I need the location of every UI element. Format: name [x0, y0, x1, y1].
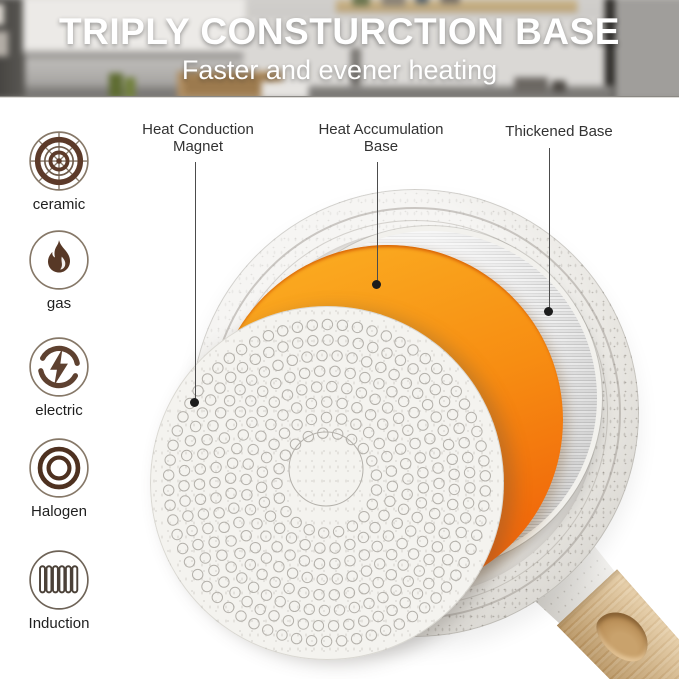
callout-heat-accumulation-base: Heat Accumulation Base	[303, 121, 459, 155]
callout-heat-conduction-magnet: Heat Conduction Magnet	[120, 121, 276, 155]
photo-blob	[109, 73, 123, 96]
leader-line-accumulation	[377, 162, 378, 285]
gas-flame-icon	[29, 230, 89, 290]
magnet-center-blob	[288, 431, 364, 507]
hob-label: Halogen	[31, 503, 87, 520]
hob-item-gas: gas	[8, 227, 110, 312]
leader-dot-thickened	[544, 307, 553, 316]
hob-item-halogen: Halogen	[8, 435, 110, 520]
callout-label-line: Magnet	[172, 138, 224, 156]
photo-blob	[382, 0, 406, 7]
hob-label: ceramic	[32, 196, 86, 213]
photo-blob	[124, 77, 136, 96]
photo-countertop	[25, 85, 614, 96]
callout-label-line: Thickened Base	[505, 123, 613, 140]
leader-line-thickened	[549, 148, 550, 312]
banner: TRIPLY CONSTURCTION BASE Faster and even…	[0, 0, 679, 96]
photo-blob	[350, 48, 362, 86]
photo-blob	[514, 77, 548, 93]
hob-item-induction: Induction	[8, 547, 110, 632]
banner-subtitle: Faster and evener heating	[181, 55, 498, 85]
photo-blob	[261, 81, 309, 96]
banner-title: TRIPLY CONSTURCTION BASE	[59, 11, 620, 52]
photo-blob	[415, 0, 429, 4]
dotted-magnet-disc	[150, 306, 504, 660]
handle-thumb-notch	[588, 602, 658, 670]
photo-blob	[184, 75, 275, 95]
leader-dot-accumulation	[372, 280, 381, 289]
callout-label-line: Base	[363, 138, 399, 156]
callout-thickened-base: Thickened Base	[480, 123, 638, 140]
induction-coil-icon	[29, 550, 89, 610]
photo-blob	[22, 50, 246, 59]
photo-blob	[440, 0, 460, 4]
photo-wall	[615, 0, 679, 96]
photo-blob	[0, 31, 9, 57]
kitchen-photo-background	[0, 0, 679, 96]
hob-label: Induction	[28, 615, 90, 632]
photo-blob	[552, 80, 566, 93]
photo-cabinets	[22, 0, 246, 55]
ceramic-hob-icon	[29, 131, 89, 191]
hob-item-ceramic: ceramic	[8, 128, 110, 213]
magnet-dot-pattern	[163, 318, 491, 648]
hob-label: electric	[35, 402, 83, 419]
halogen-rings-icon	[29, 438, 89, 498]
photo-blob	[352, 0, 370, 7]
callout-label-line: Heat Accumulation	[318, 121, 444, 138]
callout-label-line: Heat Conduction	[142, 121, 254, 138]
photo-blob	[0, 3, 5, 25]
hob-label: gas	[46, 295, 72, 312]
leader-dot-magnet	[190, 398, 199, 407]
hob-item-electric: electric	[8, 334, 110, 419]
leader-line-magnet	[195, 162, 196, 403]
photo-dark-edge	[604, 0, 616, 96]
electric-bolt-icon	[29, 337, 89, 397]
